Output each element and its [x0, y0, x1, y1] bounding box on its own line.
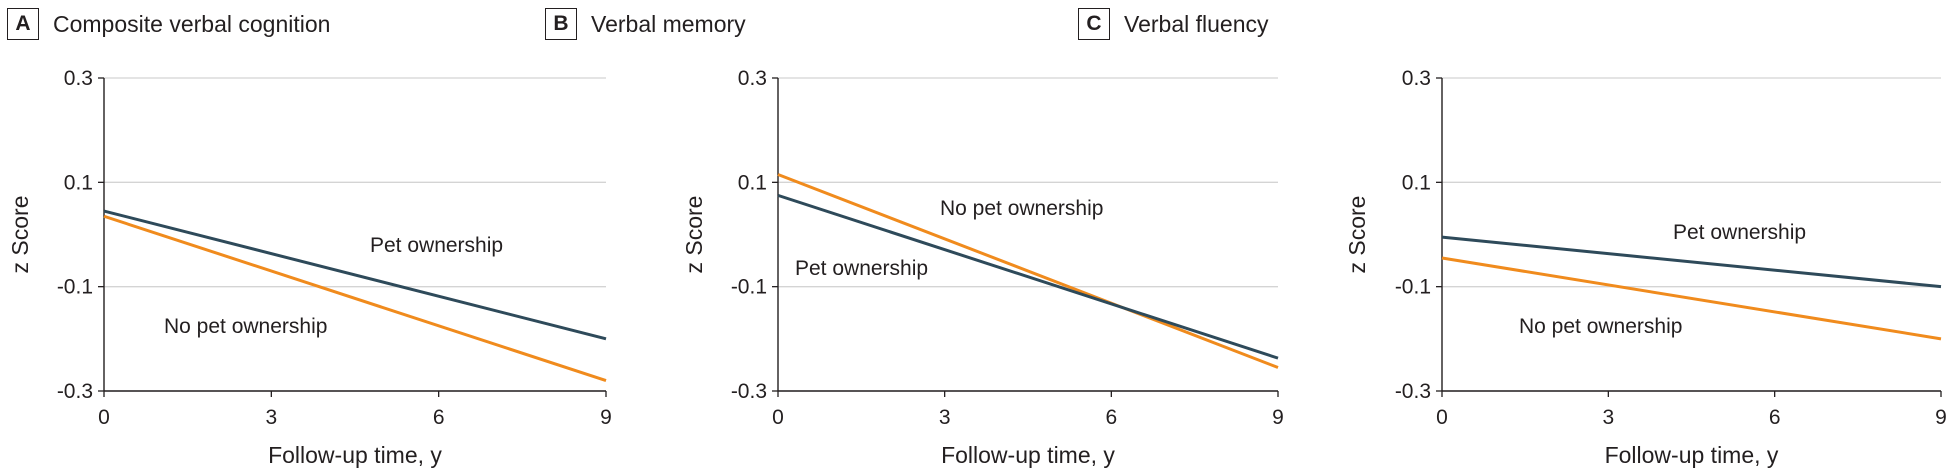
panel-b-y-tick-label: 0.3 [738, 67, 767, 90]
panel-c-y-tick-label: 0.3 [1402, 67, 1431, 90]
panel-c-x-tick-label: 9 [1935, 406, 1947, 429]
panel-b-y-axis-label: z Score [681, 196, 707, 274]
panel-a-letter: A [7, 8, 39, 40]
panel-a-x-tick-label: 0 [98, 406, 110, 429]
panel-c-pet-ownership-line [1441, 235, 1942, 289]
panel-c-x-tick-label: 0 [1436, 406, 1448, 429]
panel-b-pet-ownership-label: Pet ownership [795, 257, 928, 280]
panel-c-no-pet-ownership-label: No pet ownership [1519, 315, 1682, 338]
panel-b-header: B Verbal memory [545, 6, 746, 42]
panel-a-y-axis-label: z Score [7, 196, 33, 274]
panel-c-y-axis-label: z Score [1344, 196, 1370, 274]
panel-b-y-tick-label: -0.3 [731, 380, 767, 403]
panel-a-x-tick-label: 3 [265, 406, 277, 429]
panel-b-y-tick-label: -0.1 [731, 276, 767, 299]
panel-b-no-pet-ownership-label: No pet ownership [940, 197, 1103, 220]
panel-c-x-tick-label: 6 [1769, 406, 1781, 429]
panel-b-pet-ownership-line [777, 193, 1279, 360]
panel-a-header: A Composite verbal cognition [7, 6, 330, 42]
panel-c-x-tick-label: 3 [1602, 406, 1614, 429]
panel-c-no-pet-ownership-line [1441, 256, 1942, 341]
panel-c-y-tick-label: 0.1 [1402, 171, 1431, 194]
panel-b-letter: B [545, 8, 577, 40]
panel-a-title: Composite verbal cognition [53, 10, 331, 37]
panel-b-x-tick-label: 3 [939, 406, 951, 429]
panel-b-x-tick-label: 0 [772, 406, 784, 429]
panel-a-pet-ownership-label: Pet ownership [370, 234, 503, 257]
panel-c-y-tick-label: -0.3 [1395, 380, 1431, 403]
panel-c-y-tick-label: -0.1 [1395, 276, 1431, 299]
panel-a-pet-ownership-line [103, 209, 607, 341]
panel-a-y-tick-label: -0.1 [57, 276, 93, 299]
panel-b-no-pet-ownership-line [777, 173, 1279, 369]
panel-a-y-tick-label: 0.3 [64, 67, 93, 90]
panel-b-y-tick-label: 0.1 [738, 171, 767, 194]
panel-c-title: Verbal fluency [1124, 10, 1269, 37]
panel-a-no-pet-ownership-line [103, 214, 607, 382]
panel-b-x-tick-label: 6 [1105, 406, 1117, 429]
panel-a-y-tick-label: -0.3 [57, 380, 93, 403]
panel-b-x-axis-label: Follow-up time, y [941, 442, 1115, 468]
panel-a-no-pet-ownership-label: No pet ownership [164, 315, 327, 338]
panel-c-pet-ownership-label: Pet ownership [1673, 221, 1806, 244]
panel-a-y-tick-label: 0.1 [64, 171, 93, 194]
panel-b-x-tick-label: 9 [1272, 406, 1284, 429]
panel-a-x-axis-label: Follow-up time, y [268, 442, 442, 468]
panel-c-letter: C [1078, 8, 1110, 40]
panel-b-title: Verbal memory [591, 10, 746, 37]
panel-a-x-tick-label: 9 [600, 406, 612, 429]
panel-c-x-axis-label: Follow-up time, y [1605, 442, 1779, 468]
panel-c-header: C Verbal fluency [1078, 6, 1268, 42]
panel-a-x-tick-label: 6 [433, 406, 445, 429]
